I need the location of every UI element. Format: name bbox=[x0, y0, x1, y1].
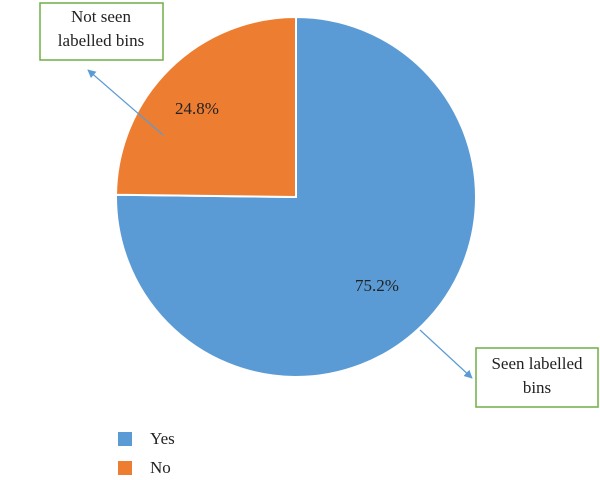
annotation-text: labelled bins bbox=[58, 31, 144, 50]
data-label: 75.2% bbox=[355, 276, 399, 295]
annotation-box bbox=[475, 347, 599, 408]
pie-slice bbox=[115, 15, 477, 378]
annotation-text: Not seen bbox=[71, 7, 131, 26]
legend-swatch bbox=[118, 432, 132, 446]
pie-slice bbox=[115, 15, 297, 199]
legend-label: No bbox=[150, 458, 171, 477]
data-label: 24.8% bbox=[175, 99, 219, 118]
pie bbox=[115, 15, 477, 378]
legend-label: Yes bbox=[150, 429, 175, 448]
annotation-text: bins bbox=[523, 378, 551, 397]
annotation-arrow bbox=[419, 329, 473, 379]
annotation-arrow bbox=[87, 69, 164, 136]
annotation-box bbox=[39, 2, 164, 61]
legend-swatch bbox=[118, 461, 132, 475]
annotation-text: Seen labelled bbox=[491, 354, 583, 373]
